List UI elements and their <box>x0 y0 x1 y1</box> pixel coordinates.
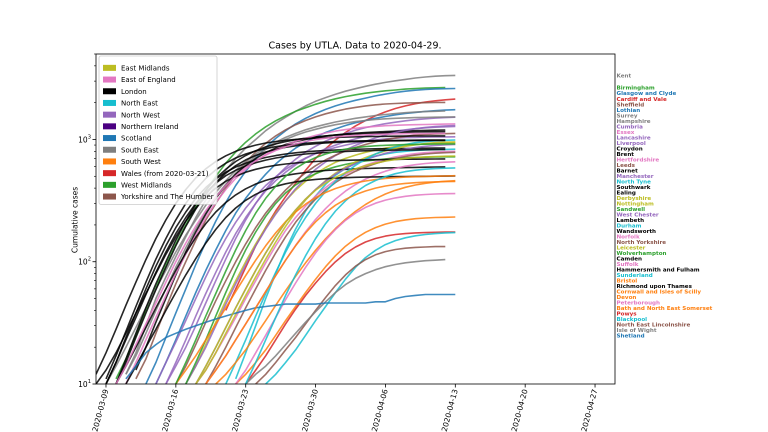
legend-label: London <box>121 88 147 96</box>
legend-swatch <box>103 194 116 200</box>
legend-swatch <box>103 100 116 106</box>
legend-swatch <box>103 65 116 71</box>
chart-title: Cases by UTLA. Data to 2020-04-29. <box>268 41 441 52</box>
y-tick-exponent: 2 <box>88 257 91 263</box>
legend-swatch <box>103 77 116 83</box>
legend-label: South East <box>121 146 159 154</box>
legend-label: East of England <box>121 76 176 84</box>
legend-label: Scotland <box>121 135 151 143</box>
legend-label: West Midlands <box>121 181 172 189</box>
end-label: Kent <box>617 73 632 79</box>
legend: East Midlands East of England London North … <box>99 56 217 204</box>
end-label: Shetland <box>617 334 645 340</box>
legend-swatch <box>103 182 116 188</box>
legend-label: North East <box>121 100 158 108</box>
legend-label: Wales (from 2020-03-21) <box>121 170 209 178</box>
y-axis-label: Cumulative cases <box>71 187 80 253</box>
legend-swatch <box>103 147 116 153</box>
legend-swatch <box>103 135 116 141</box>
legend-label: North West <box>121 111 160 119</box>
legend-swatch <box>103 123 116 129</box>
legend-swatch <box>103 158 116 164</box>
legend-label: Northern Ireland <box>121 123 179 131</box>
legend-swatch <box>103 88 116 94</box>
legend-label: Yorkshire and The Humber <box>120 193 214 201</box>
legend-swatch <box>103 112 116 118</box>
legend-label: South West <box>121 158 161 166</box>
y-tick-exponent: 3 <box>88 134 91 140</box>
y-tick-exponent: 1 <box>88 379 91 385</box>
legend-swatch <box>103 170 116 176</box>
legend-label: East Midlands <box>121 64 170 72</box>
